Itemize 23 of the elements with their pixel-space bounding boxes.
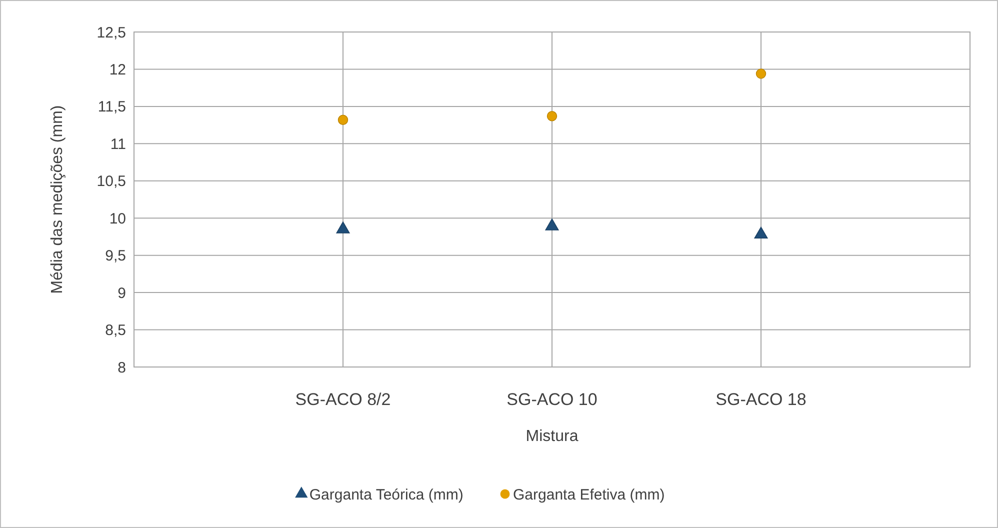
- point: [338, 114, 348, 125]
- point: [546, 111, 558, 122]
- point: [545, 218, 559, 230]
- y-tick-label: 9: [118, 284, 126, 302]
- legend-label: Garganta Teórica (mm): [309, 486, 464, 504]
- point: [754, 226, 768, 239]
- y-tick-label: 12: [109, 61, 126, 78]
- point: [336, 222, 350, 234]
- y-tick-label: 11,5: [98, 98, 126, 116]
- x-tick-label: SG-ACO 10: [506, 390, 598, 409]
- point: [756, 68, 766, 79]
- y-tick-label: 8,5: [105, 322, 126, 340]
- x-tick-label: SG-ACO 8/2: [295, 390, 391, 409]
- y-tick-label: 10: [109, 210, 126, 228]
- x-axis-title: Mistura: [526, 428, 578, 445]
- y-tick-label: 8: [118, 359, 126, 376]
- y-tick-label: 12,5: [96, 24, 126, 42]
- y-tick-label: 10,5: [96, 173, 126, 190]
- legend-label: Garganta Efetiva (mm): [513, 486, 665, 504]
- x-tick-label: SG-ACO 18: [716, 390, 806, 409]
- y-axis-title: Média das medições (mm): [49, 105, 66, 294]
- y-tick-label: 11: [110, 136, 126, 153]
- y-tick-label: 9,5: [105, 248, 126, 265]
